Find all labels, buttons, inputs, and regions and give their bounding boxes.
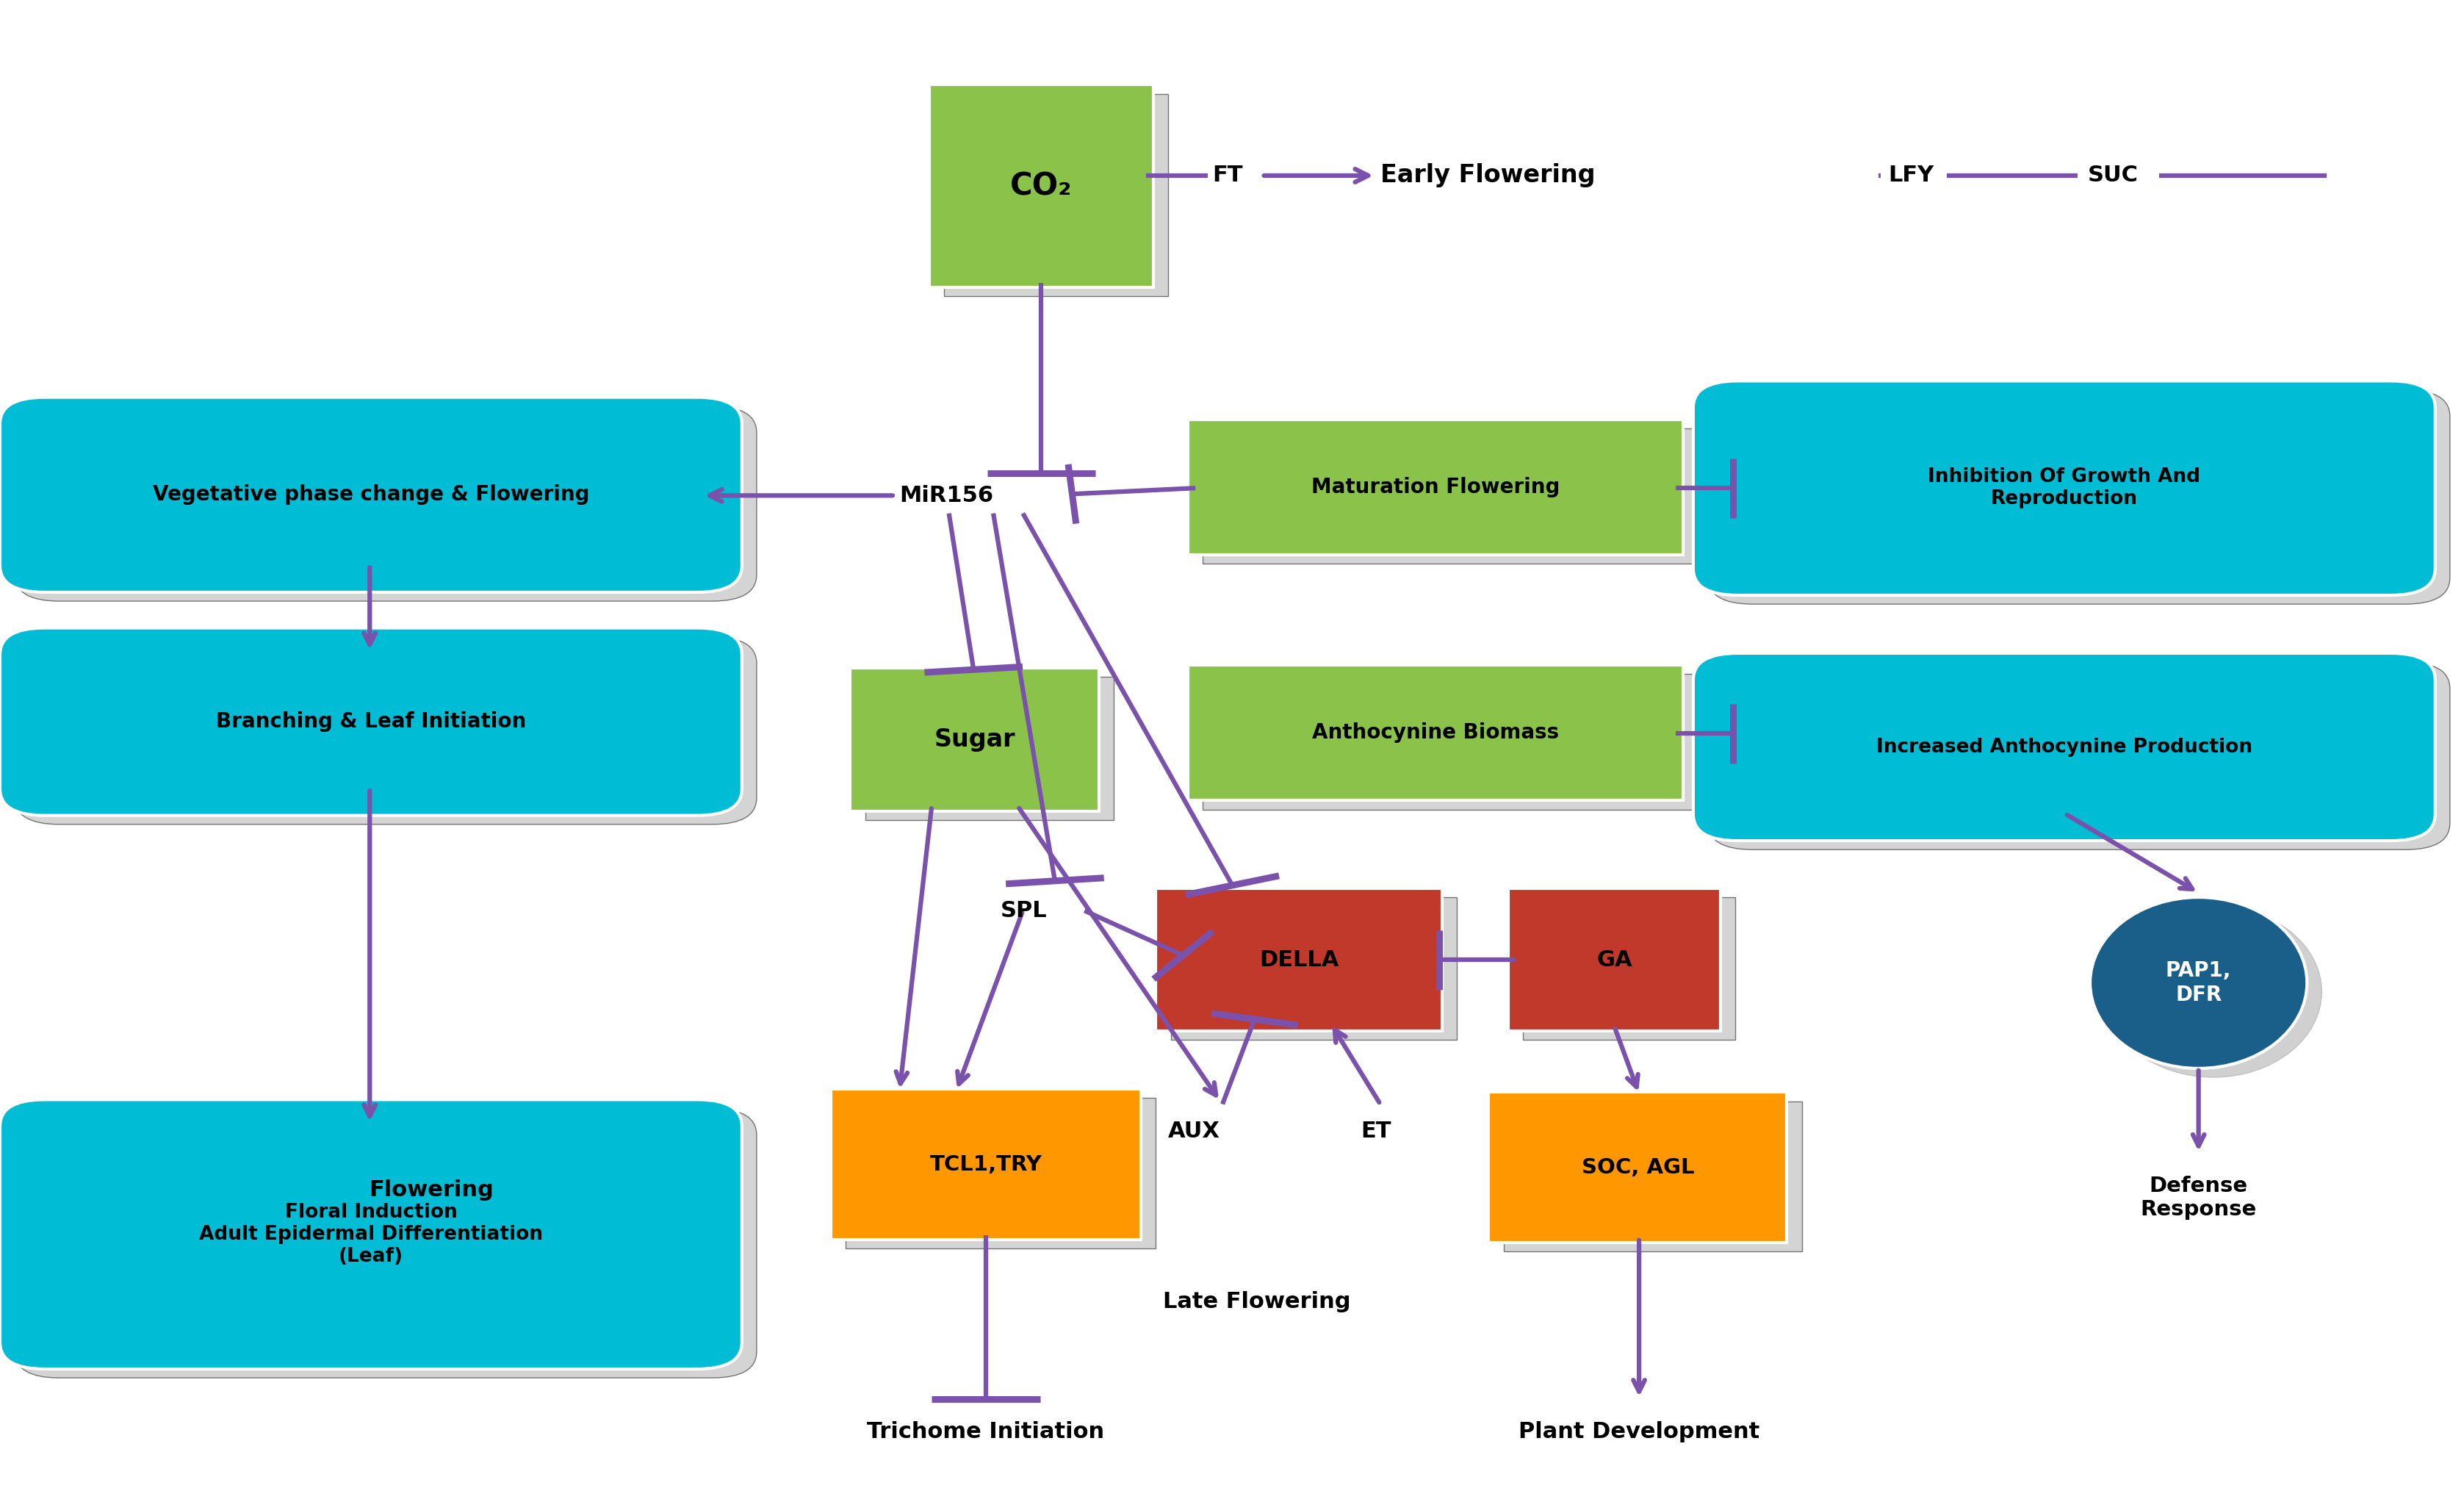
Text: PAP1,
DFR: PAP1, DFR — [2166, 961, 2230, 1004]
FancyBboxPatch shape — [845, 1098, 1156, 1248]
FancyBboxPatch shape — [1693, 381, 2434, 595]
Text: DELLA: DELLA — [1259, 949, 1338, 970]
Text: LFY: LFY — [1887, 165, 1934, 186]
Ellipse shape — [2104, 906, 2321, 1077]
FancyBboxPatch shape — [1202, 429, 1698, 564]
FancyBboxPatch shape — [0, 397, 742, 592]
Text: MiR156: MiR156 — [899, 485, 993, 506]
FancyBboxPatch shape — [1188, 420, 1683, 555]
FancyBboxPatch shape — [1202, 674, 1698, 809]
FancyBboxPatch shape — [15, 1109, 756, 1378]
FancyBboxPatch shape — [0, 1100, 742, 1369]
FancyBboxPatch shape — [1503, 1101, 1801, 1251]
Text: Branching & Leaf Initiation: Branching & Leaf Initiation — [217, 711, 525, 732]
Text: Early Flowering: Early Flowering — [1380, 164, 1594, 187]
Text: SOC, AGL: SOC, AGL — [1582, 1158, 1693, 1177]
Text: Vegetative phase change & Flowering: Vegetative phase change & Flowering — [153, 485, 589, 504]
Text: FT: FT — [1212, 165, 1242, 186]
Text: Increased Anthocynine Production: Increased Anthocynine Production — [1875, 738, 2252, 756]
Text: Maturation Flowering: Maturation Flowering — [1311, 478, 1560, 497]
Text: Plant Development: Plant Development — [1518, 1421, 1759, 1442]
FancyBboxPatch shape — [1708, 390, 2449, 604]
FancyBboxPatch shape — [1523, 897, 1735, 1040]
FancyBboxPatch shape — [944, 94, 1168, 296]
Text: Sugar: Sugar — [934, 728, 1015, 751]
Text: ET: ET — [1360, 1120, 1390, 1141]
FancyBboxPatch shape — [830, 1089, 1141, 1240]
FancyBboxPatch shape — [1188, 665, 1683, 801]
FancyBboxPatch shape — [850, 668, 1099, 811]
Text: Inhibition Of Growth And
Reproduction: Inhibition Of Growth And Reproduction — [1927, 467, 2200, 509]
FancyBboxPatch shape — [15, 406, 756, 601]
Text: AUX: AUX — [1168, 1120, 1220, 1141]
Text: Late Flowering: Late Flowering — [1163, 1292, 1350, 1312]
Text: SUC: SUC — [2087, 165, 2139, 186]
FancyBboxPatch shape — [1508, 888, 1720, 1031]
Text: SPL: SPL — [1000, 900, 1047, 921]
FancyBboxPatch shape — [929, 85, 1153, 287]
Text: GA: GA — [1597, 949, 1631, 970]
Ellipse shape — [2089, 897, 2306, 1068]
FancyBboxPatch shape — [1170, 897, 1456, 1040]
FancyBboxPatch shape — [0, 628, 742, 815]
Text: TCL1,TRY: TCL1,TRY — [929, 1155, 1042, 1174]
FancyBboxPatch shape — [865, 677, 1114, 820]
Text: CO₂: CO₂ — [1010, 171, 1072, 201]
FancyBboxPatch shape — [15, 637, 756, 824]
FancyBboxPatch shape — [1708, 662, 2449, 850]
FancyBboxPatch shape — [1693, 653, 2434, 841]
Text: Anthocynine Biomass: Anthocynine Biomass — [1311, 723, 1560, 743]
Text: Flowering: Flowering — [370, 1180, 493, 1201]
Text: Floral Induction
Adult Epidermal Differentiation
(Leaf): Floral Induction Adult Epidermal Differe… — [200, 1202, 542, 1266]
Text: Defense
Response: Defense Response — [2139, 1176, 2257, 1220]
FancyBboxPatch shape — [1156, 888, 1441, 1031]
Text: Trichome Initiation: Trichome Initiation — [867, 1421, 1104, 1442]
FancyBboxPatch shape — [1488, 1092, 1786, 1242]
